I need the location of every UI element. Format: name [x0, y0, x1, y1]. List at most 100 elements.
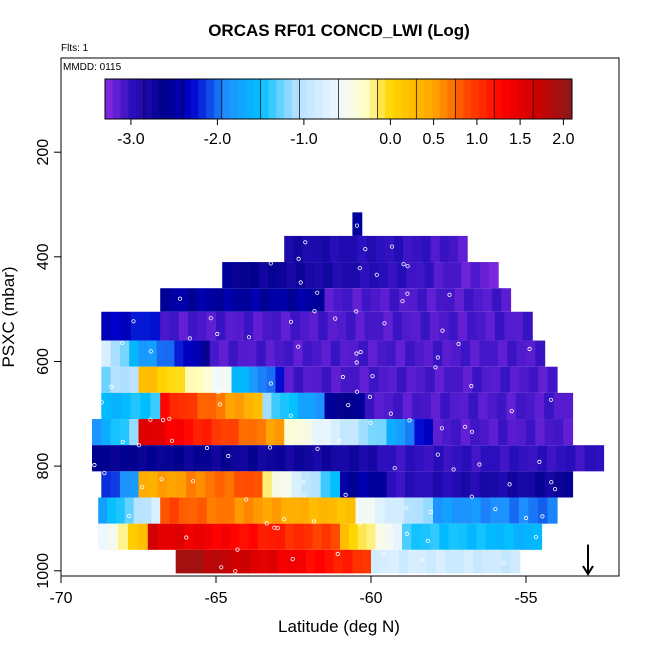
scatter-point — [354, 223, 360, 228]
heatmap-cell — [433, 419, 443, 446]
heatmap-cell — [352, 288, 363, 312]
heatmap-cell — [258, 262, 269, 289]
heatmap-cell — [425, 366, 436, 393]
heatmap-cell — [169, 497, 180, 524]
heatmap-cell — [387, 366, 398, 393]
heatmap-cell — [360, 262, 370, 289]
heatmap-cell — [315, 392, 326, 420]
heatmap-cell — [151, 497, 161, 524]
colorbar-swatch — [369, 79, 378, 119]
colorbar-tick-label: -1.0 — [290, 131, 318, 148]
heatmap-cell — [501, 549, 512, 574]
heatmap-cell — [504, 311, 515, 341]
colorbar-swatch — [276, 79, 285, 119]
scatter-point — [537, 459, 542, 464]
heatmap-cell — [384, 497, 395, 524]
heatmap-cell — [451, 419, 462, 446]
heatmap-cell — [275, 419, 285, 446]
heatmap-cell — [310, 471, 322, 498]
heatmap-cell — [439, 235, 450, 263]
heatmap-cell — [312, 419, 322, 446]
heatmap-cell — [454, 549, 465, 574]
heatmap-cell — [138, 471, 149, 498]
x-tick-label: -60 — [359, 590, 382, 607]
heatmap-cell — [228, 340, 239, 367]
heatmap-cell — [197, 311, 208, 341]
heatmap-cell — [327, 311, 338, 341]
scatter-point — [354, 360, 359, 365]
heatmap-cell — [294, 445, 305, 472]
colorbar-swatch — [540, 79, 550, 119]
heatmap-cell — [233, 288, 243, 312]
heatmap-cell — [243, 311, 254, 341]
colorbar-swatch — [354, 79, 363, 119]
heatmap-cell — [478, 392, 489, 420]
heatmap-cell — [411, 523, 422, 550]
heatmap-cell — [340, 419, 350, 446]
heatmap-cell — [243, 471, 254, 498]
heatmap-cell — [371, 288, 381, 312]
heatmap-cell — [535, 471, 546, 498]
heatmap-cell — [284, 419, 295, 446]
heatmap-cell — [509, 497, 520, 524]
heatmap-cell — [237, 340, 248, 367]
scatter-point — [400, 299, 405, 304]
heatmap-cell — [522, 523, 533, 550]
heatmap-cell — [281, 471, 293, 498]
heatmap-cell — [230, 523, 240, 550]
scatter-point — [148, 417, 153, 422]
heatmap-cell — [119, 340, 130, 367]
heatmap-cell — [239, 523, 250, 550]
scatter-point — [190, 479, 196, 484]
heatmap-cell — [108, 523, 119, 550]
heatmap-cell — [348, 235, 358, 263]
heatmap-cell — [368, 445, 378, 472]
heatmap-cell — [220, 419, 231, 446]
heatmap-cell — [358, 419, 369, 446]
heatmap-cell — [119, 419, 130, 446]
colorbar-swatch — [260, 79, 269, 119]
heatmap-cell — [500, 366, 511, 393]
heatmap-cell — [386, 445, 397, 472]
heatmap-cell — [476, 523, 487, 550]
scatter-point — [405, 291, 410, 296]
heatmap-cell — [371, 549, 381, 574]
heatmap-cell — [323, 262, 334, 289]
heatmap-cell — [138, 340, 149, 367]
scatter-point — [392, 466, 397, 471]
heatmap-cell — [260, 288, 271, 312]
heatmap-cell — [367, 419, 378, 446]
heatmap-cell — [461, 262, 472, 289]
heatmap-cell — [166, 366, 177, 393]
scatter-point — [381, 551, 386, 556]
heatmap-cell — [188, 311, 198, 341]
scatter-point — [540, 514, 545, 519]
scatter-point — [296, 256, 301, 261]
heatmap-cell — [222, 549, 233, 574]
heatmap-cell — [133, 497, 144, 524]
heatmap-cell — [312, 366, 323, 393]
heatmap-cell — [242, 288, 253, 312]
heatmap-cell — [225, 311, 236, 341]
colorbar-swatch — [346, 79, 355, 119]
heatmap-cell — [526, 471, 536, 498]
heatmap-cell — [259, 549, 270, 574]
heatmap-cell — [312, 445, 323, 472]
heatmap-cell — [256, 419, 267, 446]
scatter-point — [368, 420, 373, 425]
heatmap-cell — [212, 549, 223, 574]
heatmap-cell — [157, 366, 167, 393]
heatmap-cell — [433, 445, 444, 472]
heatmap-cell — [262, 311, 273, 341]
heatmap-cell — [297, 288, 307, 312]
heatmap-cell — [349, 445, 360, 472]
heatmap-cell — [101, 419, 112, 446]
heatmap-cell — [403, 235, 413, 263]
heatmap-cell — [110, 340, 121, 367]
heatmap-cell — [331, 366, 342, 393]
colorbar-swatch — [237, 79, 246, 119]
scatter-point — [296, 344, 301, 349]
heatmap-cell — [528, 366, 539, 393]
heatmap-cell — [271, 497, 282, 524]
heatmap-cell — [476, 311, 487, 341]
